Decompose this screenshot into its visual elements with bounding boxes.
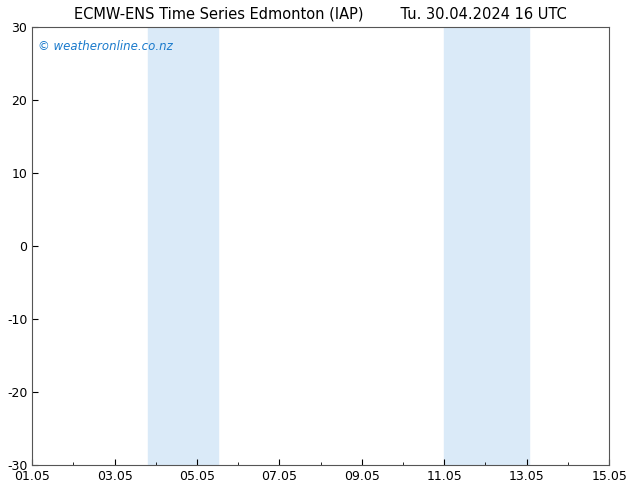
Bar xyxy=(148,27,176,465)
Bar xyxy=(176,27,217,465)
Title: ECMW-ENS Time Series Edmonton (IAP)        Tu. 30.04.2024 16 UTC: ECMW-ENS Time Series Edmonton (IAP) Tu. … xyxy=(74,7,567,22)
Bar xyxy=(444,27,465,465)
Bar xyxy=(465,27,529,465)
Text: © weatheronline.co.nz: © weatheronline.co.nz xyxy=(38,40,172,53)
